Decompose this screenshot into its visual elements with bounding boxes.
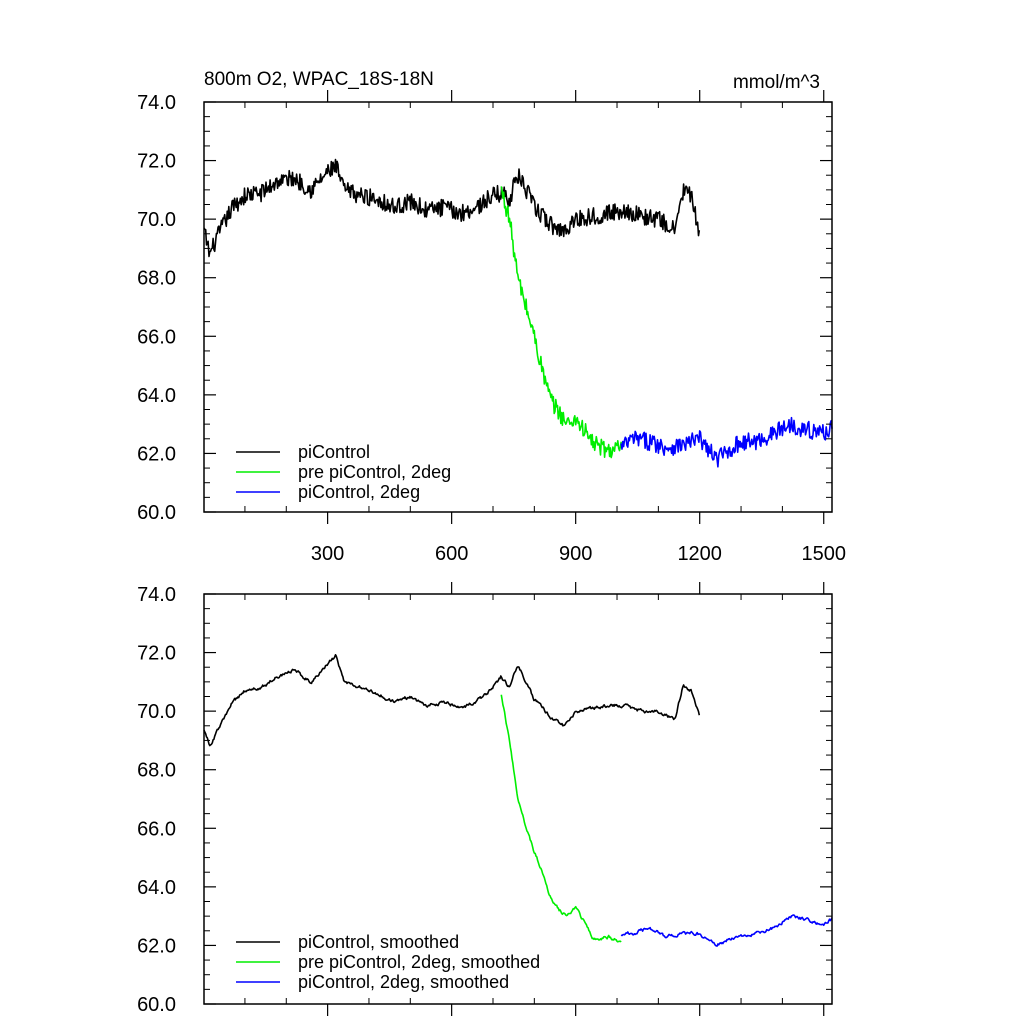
legend-label-3: piControl, 2deg, smoothed <box>298 972 509 992</box>
legend-label-2: pre piControl, 2deg <box>298 462 451 482</box>
y-tick-label: 64.0 <box>137 877 176 899</box>
legend-label-2: pre piControl, 2deg, smoothed <box>298 952 540 972</box>
y-tick-label: 66.0 <box>137 818 176 840</box>
x-tick-label: 600 <box>435 543 468 565</box>
y-tick-label: 74.0 <box>137 92 176 114</box>
y-tick-label: 72.0 <box>137 151 176 173</box>
legend-label-1: piControl, smoothed <box>298 932 459 952</box>
y-tick-label: 64.0 <box>137 385 176 407</box>
x-tick-label: 300 <box>311 543 344 565</box>
y-tick-label: 60.0 <box>137 502 176 524</box>
x-tick-label: 900 <box>559 543 592 565</box>
y-tick-label: 62.0 <box>137 443 176 465</box>
y-tick-label: 68.0 <box>137 760 176 782</box>
x-tick-label: 1200 <box>677 543 722 565</box>
y-tick-label: 70.0 <box>137 209 176 231</box>
figure-title: 800m O2, WPAC_18S-18N <box>204 69 434 90</box>
y-tick-label: 62.0 <box>137 935 176 957</box>
y-tick-label: 72.0 <box>137 643 176 665</box>
y-tick-label: 60.0 <box>137 994 176 1016</box>
top-panel: 60.0 62.0 64.0 66.0 68.0 70.0 72.0 74.0 300 600 90… <box>137 90 846 565</box>
bottom-panel: 60.0 62.0 64.0 66.0 68.0 70.0 72.0 74.0 piContro… <box>137 582 833 1016</box>
series-line-3 <box>620 416 833 468</box>
series-line-2 <box>500 694 622 943</box>
legend-label-1: piControl <box>298 442 370 462</box>
y-tick-label: 66.0 <box>137 326 176 348</box>
y-tick-label: 74.0 <box>137 584 176 606</box>
series-line-1 <box>203 653 701 747</box>
legend-label-3: piControl, 2deg <box>298 482 420 502</box>
series-line-3 <box>620 914 833 947</box>
figure-units: mmol/m^3 <box>733 72 820 93</box>
y-tick-label: 70.0 <box>137 701 176 723</box>
series-line-1 <box>203 158 701 258</box>
x-tick-label: 1500 <box>801 543 846 565</box>
series-line-2 <box>500 186 622 459</box>
y-tick-label: 68.0 <box>137 268 176 290</box>
